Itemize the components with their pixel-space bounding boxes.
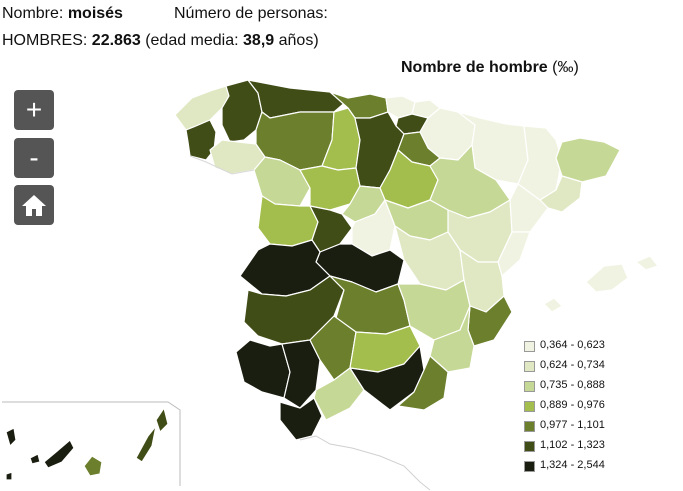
legend-label: 0,364 - 0,623 — [540, 339, 605, 351]
province-malaga[interactable] — [313, 367, 365, 421]
legend-label: 1,102 - 1,323 — [540, 439, 605, 451]
legend-swatch — [524, 361, 535, 372]
portugal-border-line — [189, 155, 255, 175]
legend-swatch — [524, 401, 535, 412]
legend-swatch — [524, 381, 535, 392]
persons-label: Número de personas: — [174, 5, 328, 22]
men-line: HOMBRES: 22.863 (edad media: 38,9 años) — [2, 31, 319, 51]
legend-label: 1,324 - 2,544 — [540, 459, 605, 471]
zoom-out-button[interactable]: - — [14, 138, 54, 178]
legend-swatch — [524, 441, 535, 452]
province-menorca[interactable] — [635, 255, 659, 271]
province-tenerife[interactable] — [43, 439, 75, 469]
name-label: Nombre: — [2, 5, 64, 22]
map-title-unit: (‰) — [552, 59, 579, 76]
province-fuerteventura[interactable] — [135, 425, 157, 463]
province-lanzarote[interactable] — [155, 407, 169, 433]
age-prefix: (edad media: — [145, 32, 239, 49]
legend-swatch — [524, 421, 535, 432]
zoom-in-button[interactable]: + — [14, 90, 54, 130]
province-almeria[interactable] — [397, 355, 449, 411]
province-badajoz[interactable] — [243, 275, 345, 345]
province-huelva[interactable] — [235, 339, 291, 399]
map-title: Nombre de hombre (‰) — [401, 59, 579, 77]
canary-inset-frame — [2, 401, 181, 486]
legend-swatch — [524, 341, 535, 352]
home-icon — [22, 195, 46, 216]
province-el-hierro[interactable] — [5, 471, 13, 481]
name-value: moisés — [67, 5, 123, 22]
province-la-palma[interactable] — [5, 427, 17, 447]
minus-icon: - — [29, 142, 39, 173]
plus-icon: + — [25, 94, 43, 125]
home-button[interactable] — [14, 185, 54, 225]
province-mallorca[interactable] — [585, 263, 629, 293]
province-ibiza[interactable] — [543, 297, 563, 313]
legend-label: 0,735 - 0,888 — [540, 379, 605, 391]
legend-label: 0,977 - 1,101 — [540, 419, 605, 431]
men-label: HOMBRES: — [2, 32, 88, 49]
map-title-text: Nombre de hombre — [401, 59, 548, 76]
africa-coastline — [299, 435, 431, 491]
age-value: 38,9 — [243, 32, 275, 49]
legend-label: 0,624 - 0,734 — [540, 359, 605, 371]
men-value: 22.863 — [91, 32, 141, 49]
province-cadiz[interactable] — [279, 397, 323, 441]
province-granada[interactable] — [349, 345, 425, 411]
legend-label: 0,889 - 0,976 — [540, 399, 605, 411]
province-guadalajara[interactable] — [384, 199, 449, 241]
name-line: Nombre: moisés Número de personas: — [2, 4, 328, 24]
age-suffix: años) — [278, 32, 319, 49]
province-gran-canaria[interactable] — [83, 455, 103, 477]
province-girona[interactable] — [555, 137, 621, 183]
province-la-gomera[interactable] — [29, 453, 41, 465]
legend-swatch — [524, 461, 535, 472]
